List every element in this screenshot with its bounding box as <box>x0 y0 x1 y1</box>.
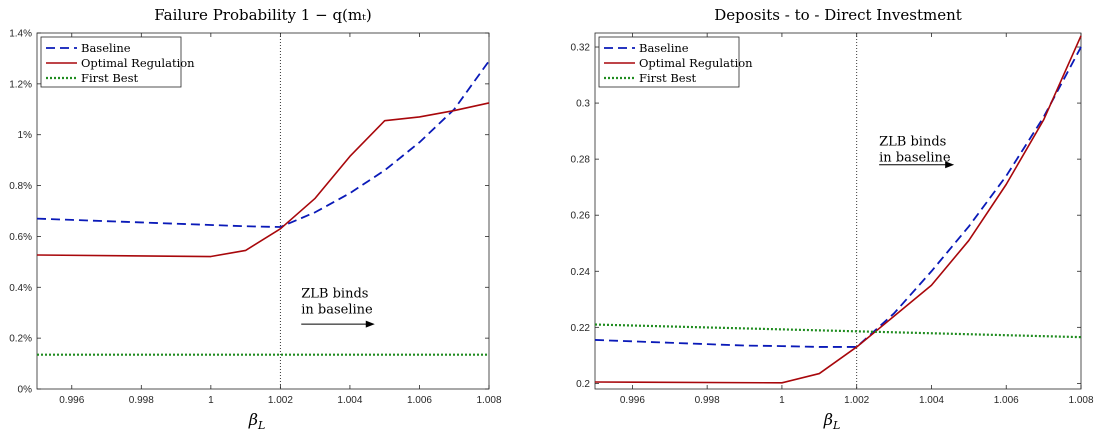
y-tick-label: 0.32 <box>571 43 591 54</box>
x-axis-label: βL <box>823 410 841 432</box>
y-tick-label: 0.8% <box>9 181 32 192</box>
x-tick-label: 1.002 <box>844 395 869 406</box>
annotation-arrowhead <box>365 320 375 328</box>
plot-frame <box>36 32 490 390</box>
x-axis-label-subscript: L <box>832 419 840 432</box>
x-tick-label: 1.006 <box>994 395 1019 406</box>
y-tick-label: 0% <box>18 385 33 396</box>
x-tick-label: 1.004 <box>337 395 362 406</box>
annotation-arrowhead <box>945 161 955 169</box>
annotation-text: in baseline <box>301 302 373 317</box>
series-line-optimal-regulation <box>594 35 1082 384</box>
y-tick-label: 1.4% <box>9 29 32 40</box>
y-tick-label: 0.4% <box>9 283 32 294</box>
y-tick-label: 0.2 <box>576 379 590 390</box>
x-tick-label: 1.008 <box>1068 395 1093 406</box>
x-axis-label: βL <box>248 410 266 432</box>
series-line-first-best <box>594 323 1082 339</box>
annotation-text: ZLB binds <box>301 286 368 301</box>
x-tick-label: 0.998 <box>129 395 154 406</box>
x-tick-label: 0.996 <box>59 395 84 406</box>
legend-label: Baseline <box>81 41 131 55</box>
legend-box <box>598 36 740 88</box>
y-tick-label: 0.28 <box>571 155 591 166</box>
y-tick-label: 0.3 <box>576 99 590 110</box>
x-tick-label: 0.998 <box>695 395 720 406</box>
y-tick-label: 0.6% <box>9 232 32 243</box>
x-tick-label: 1 <box>779 395 785 406</box>
legend-label: Optimal Regulation <box>81 56 195 70</box>
plot-frame <box>594 32 1082 390</box>
x-tick-label: 1 <box>208 395 214 406</box>
series-line-baseline <box>36 60 490 228</box>
x-tick-label: 1.006 <box>407 395 432 406</box>
y-tick-label: 0.2% <box>9 334 32 345</box>
y-tick-label: 0.24 <box>571 267 591 278</box>
legend-label: Optimal Regulation <box>639 56 753 70</box>
annotation-text: ZLB binds <box>879 135 946 150</box>
y-tick-label: 0.26 <box>571 211 591 222</box>
y-tick-label: 0.22 <box>571 323 591 334</box>
y-tick-label: 1.2% <box>9 79 32 90</box>
legend-box <box>40 36 182 88</box>
x-tick-label: 1.008 <box>476 395 501 406</box>
legend-label: Baseline <box>639 41 689 55</box>
chart-panel-2: 0.996 0.998 1 1.002 1.004 1.006 1.008 0.2 0.22 0.… <box>571 6 1094 432</box>
chart-title: Deposits - to - Direct Investment <box>714 6 962 24</box>
legend-label: First Best <box>81 71 138 85</box>
series-line-optimal-regulation <box>36 102 490 258</box>
y-tick-label: 1% <box>18 130 33 141</box>
x-tick-label: 1.004 <box>919 395 944 406</box>
annotation-text: in baseline <box>879 151 951 166</box>
x-tick-label: 0.996 <box>620 395 645 406</box>
chart-title: Failure Probability 1 − q(mₜ) <box>154 6 371 24</box>
x-axis-label-subscript: L <box>257 419 265 432</box>
series-line-baseline <box>594 46 1082 348</box>
chart-panel-1: 0.996 0.998 1 1.002 1.004 1.006 1.008 0% 0.2% 0.4… <box>9 6 502 432</box>
x-tick-label: 1.002 <box>268 395 293 406</box>
legend-label: First Best <box>639 71 696 85</box>
